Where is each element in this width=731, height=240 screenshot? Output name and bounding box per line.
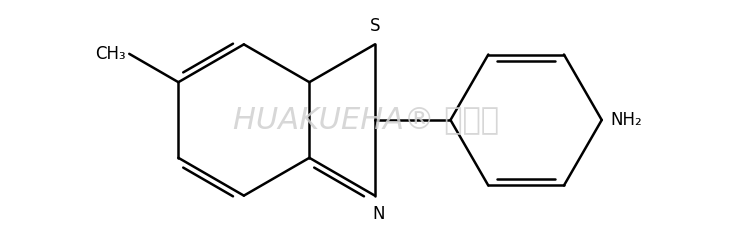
Text: N: N xyxy=(372,205,385,223)
Text: NH₂: NH₂ xyxy=(611,111,643,129)
Text: S: S xyxy=(370,17,380,35)
Text: CH₃: CH₃ xyxy=(95,45,126,63)
Text: HUAKUEHA® 化学加: HUAKUEHA® 化学加 xyxy=(232,106,499,134)
